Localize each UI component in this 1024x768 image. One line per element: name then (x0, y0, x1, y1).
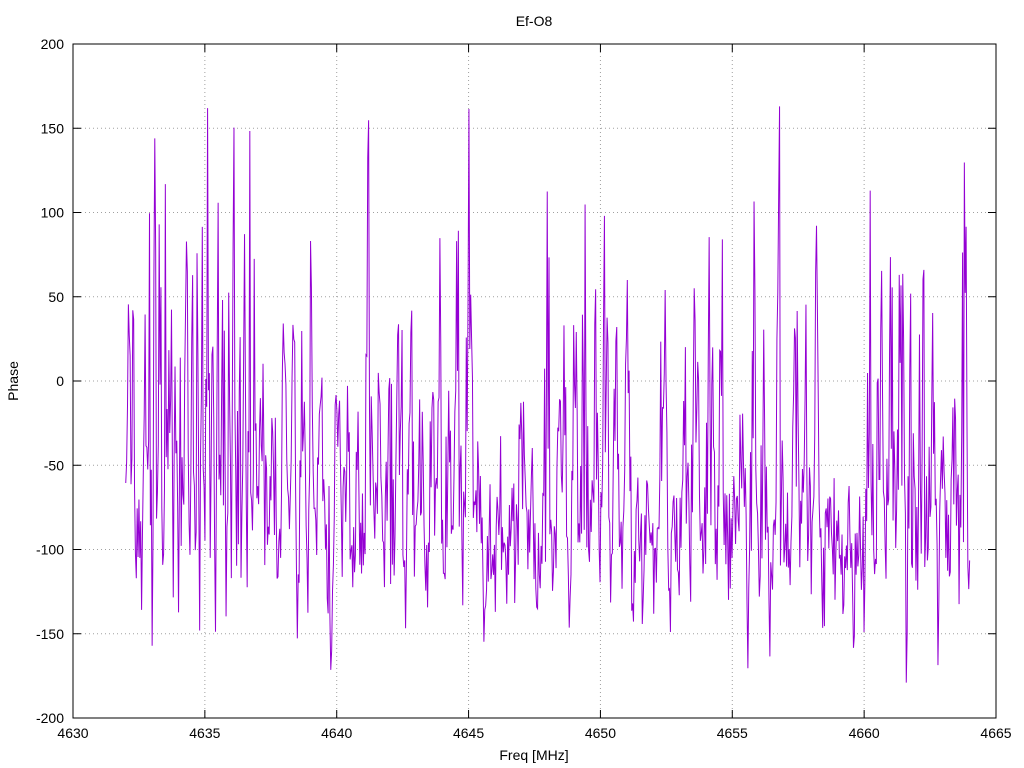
y-tick-label: -200 (36, 710, 64, 726)
y-tick-label: -50 (44, 457, 64, 473)
x-axis-label: Freq [MHz] (499, 747, 568, 763)
x-tick-label: 4655 (717, 725, 748, 741)
series-traces (125, 106, 971, 683)
y-tick-label: -100 (36, 542, 64, 558)
tick-labels: 4630 4635 4640 4645 4650 4655 4660 4665 -200 -150… (36, 36, 1012, 741)
x-tick-label: 4660 (849, 725, 880, 741)
phase-series-line (125, 106, 971, 683)
x-tick-label: 4650 (585, 725, 616, 741)
y-tick-label: 100 (41, 205, 65, 221)
x-tick-label: 4635 (189, 725, 220, 741)
x-tick-label: 4630 (57, 725, 88, 741)
plot-frame (72, 43, 997, 719)
x-tick-label: 4665 (980, 725, 1011, 741)
y-tick-label: 0 (56, 373, 64, 389)
x-tick-label: 4640 (321, 725, 352, 741)
y-tick-label: 200 (41, 36, 65, 52)
chart-title: Ef-O8 (516, 13, 553, 29)
y-tick-label: 150 (41, 120, 65, 136)
y-axis-label: Phase (5, 361, 21, 401)
x-tick-label: 4645 (453, 725, 484, 741)
y-tick-label: -150 (36, 626, 64, 642)
y-tick-label: 50 (48, 289, 64, 305)
